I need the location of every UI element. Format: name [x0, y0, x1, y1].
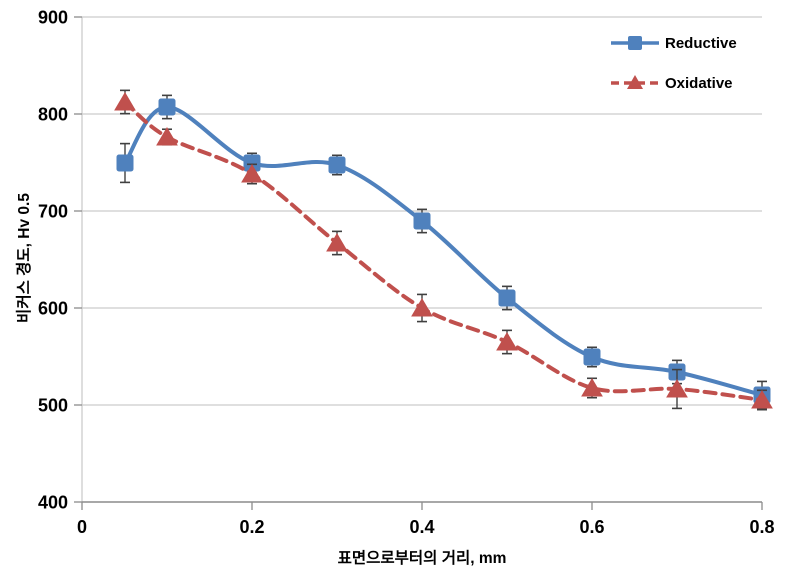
square-marker-icon	[628, 36, 642, 50]
oxidative-marker	[496, 332, 518, 351]
oxidative-marker	[581, 378, 603, 397]
oxidative-marker	[114, 92, 136, 111]
reductive-marker	[328, 156, 346, 174]
y-tick-label: 800	[38, 105, 68, 125]
y-tick-label: 400	[38, 493, 68, 513]
oxidative-marker	[666, 379, 688, 398]
reductive-marker	[413, 212, 431, 230]
legend: Reductive Oxidative	[610, 33, 737, 93]
legend-item-reductive: Reductive	[610, 33, 737, 53]
x-tick-label: 0.2	[239, 517, 264, 537]
y-axis-title: 비커스 경도, Hv 0.5	[16, 193, 33, 323]
oxidative-marker	[411, 298, 433, 317]
y-tick-label: 900	[38, 8, 68, 28]
reductive-marker	[158, 98, 176, 116]
y-tick-label: 700	[38, 202, 68, 222]
reductive-marker	[583, 348, 601, 366]
reductive-marker	[498, 289, 516, 307]
reductive-line	[123, 104, 764, 397]
x-axis-title: 표면으로부터의 거리, mm	[337, 550, 507, 567]
x-tick-label: 0.4	[409, 517, 434, 537]
oxidative-line-swatch	[610, 73, 660, 93]
x-tick-label: 0	[77, 517, 87, 537]
x-tick-label: 0.6	[579, 517, 604, 537]
y-tick-label: 600	[38, 299, 68, 319]
oxidative-line	[123, 100, 764, 402]
oxidative-marker	[241, 164, 263, 183]
oxidative-marker	[751, 390, 773, 409]
legend-item-oxidative: Oxidative	[610, 73, 737, 93]
reductive-line-swatch	[610, 33, 660, 53]
oxidative-marker	[156, 127, 178, 146]
x-tick-label: 0.8	[749, 517, 774, 537]
y-tick-label: 500	[38, 396, 68, 416]
legend-label-oxidative: Oxidative	[665, 74, 733, 92]
oxidative-marker	[326, 233, 348, 252]
triangle-marker-icon	[627, 75, 643, 89]
legend-label-reductive: Reductive	[665, 34, 737, 52]
reductive-marker	[116, 154, 134, 172]
